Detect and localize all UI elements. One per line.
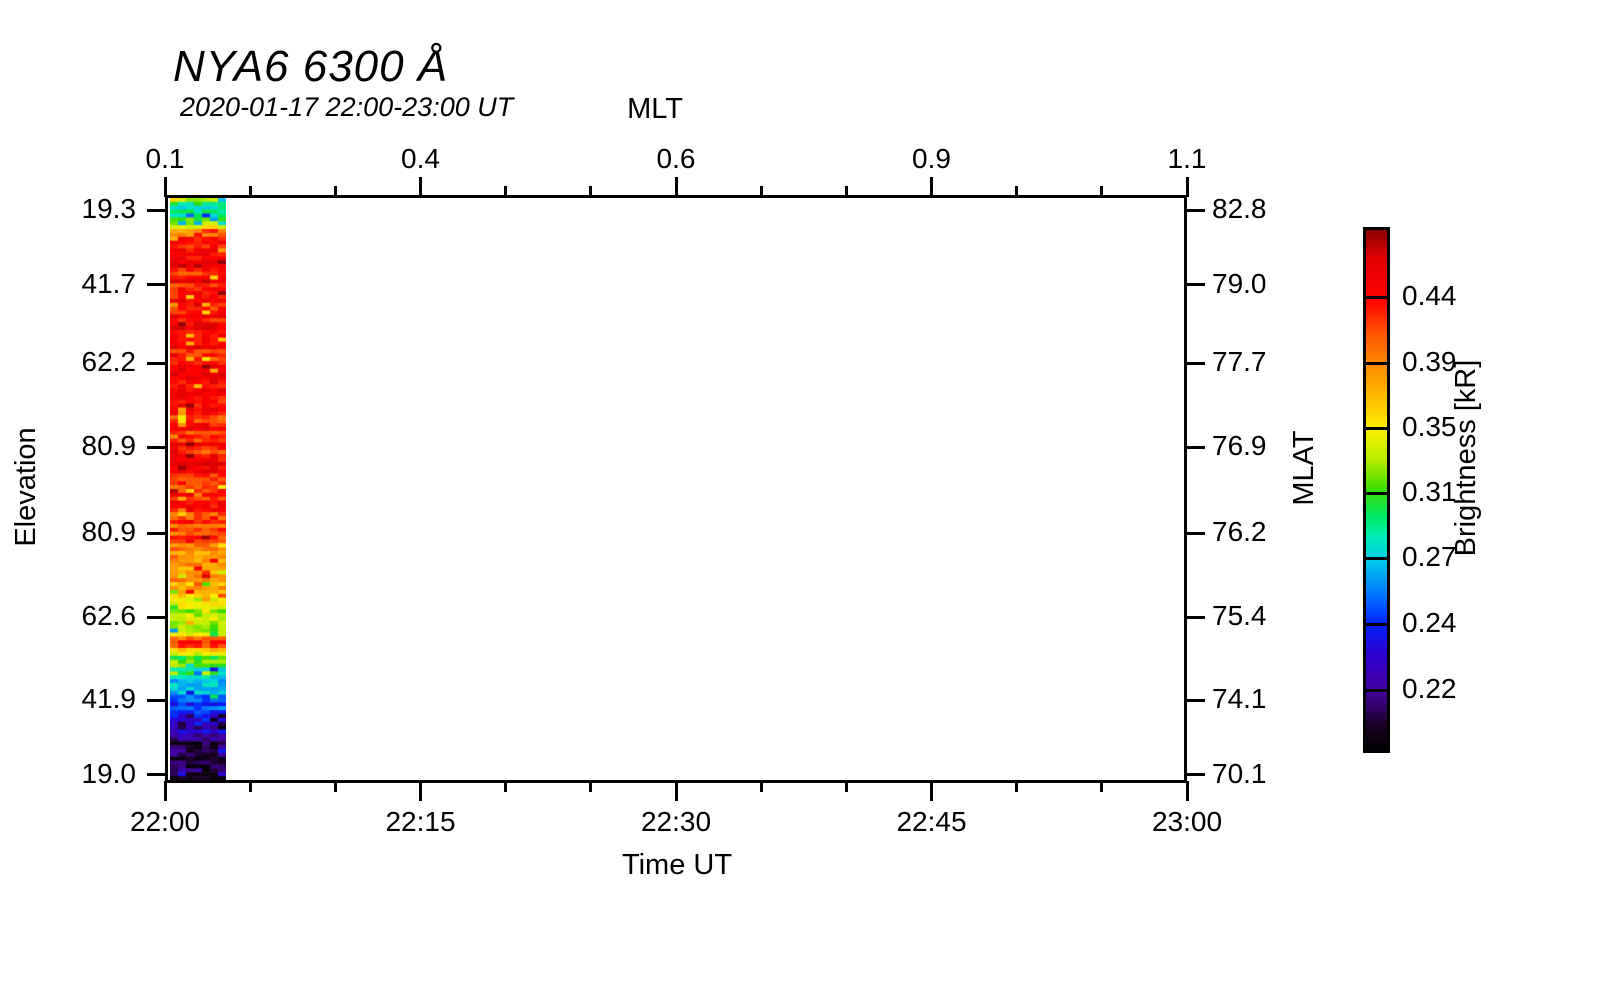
y-axis-tick-label-right: 76.9: [1212, 430, 1267, 462]
x-axis-tick-label-top: 0.1: [145, 143, 185, 174]
y-axis-tick-label-left: 41.9: [81, 683, 137, 715]
y-axis-tick-right: [1185, 208, 1205, 212]
x-axis-major-tick-bottom: [674, 781, 678, 801]
figure-subtitle: 2020-01-17 22:00-23:00 UT: [180, 92, 514, 122]
y-axis-tick-right: [1185, 445, 1205, 449]
x-axis-tick-label-bottom: 22:15: [385, 806, 456, 837]
y-axis-tick-left: [147, 698, 167, 702]
y-axis-tick-right: [1185, 283, 1205, 287]
x-axis-minor-tick-top: [248, 186, 252, 197]
x-axis-major-tick-bottom: [163, 781, 167, 801]
x-axis-major-tick-top: [930, 177, 933, 197]
x-axis-minor-tick-top: [1100, 186, 1104, 197]
x-axis-tick-label-top: 1.1: [1167, 143, 1207, 174]
x-axis-tick-label-top: 0.6: [656, 143, 696, 174]
x-axis-minor-tick-top: [589, 186, 593, 197]
y-axis-tick-label-left: 80.9: [81, 430, 137, 462]
y-axis-tick-label-left: 19.3: [81, 193, 137, 225]
x-axis-tick-label-bottom: 22:00: [129, 806, 201, 837]
x-axis-minor-tick-top: [504, 186, 508, 197]
y-axis-tick-label-left: 62.2: [81, 346, 137, 378]
colorbar-tick-label: 0.27: [1402, 541, 1457, 573]
x-axis-major-tick-top: [1185, 177, 1189, 197]
colorbar-tick-label: 0.44: [1402, 279, 1457, 311]
x-axis-tick-label-top: 0.9: [912, 143, 951, 174]
y-axis-tick-label-left: 19.0: [81, 757, 137, 789]
y-axis-tick-label-right: 79.0: [1212, 267, 1267, 299]
plot-frame: [165, 195, 1187, 783]
y-axis-tick-right: [1185, 698, 1205, 702]
x-axis-minor-tick-bottom: [1100, 781, 1104, 792]
colorbar-tick-label: 0.24: [1402, 607, 1457, 639]
bottom-axis-title: Time UT: [621, 849, 733, 881]
y-axis-tick-right: [1185, 531, 1205, 535]
x-axis-major-tick-top: [674, 177, 678, 197]
x-axis-tick-label-bottom: 22:30: [640, 806, 712, 837]
y-axis-tick-label-left: 62.6: [81, 600, 137, 632]
y-axis-tick-label-left: 80.9: [81, 516, 137, 548]
y-axis-tick-label-right: 75.4: [1212, 600, 1267, 632]
y-axis-tick-label-right: 70.1: [1212, 757, 1267, 789]
colorbar-tick: [1366, 295, 1387, 299]
colorbar-tick: [1366, 492, 1387, 496]
x-axis-minor-tick-top: [1015, 186, 1019, 197]
x-axis-major-tick-bottom: [419, 781, 422, 801]
colorbar-tick: [1366, 427, 1387, 431]
x-axis-major-tick-bottom: [1185, 781, 1189, 801]
y-axis-tick-label-right: 74.1: [1212, 683, 1267, 715]
x-axis-major-tick-top: [419, 177, 422, 197]
x-axis-major-tick-top: [163, 177, 167, 197]
x-axis-minor-tick-bottom: [333, 781, 337, 792]
x-axis-minor-tick-bottom: [759, 781, 763, 792]
colorbar: [1363, 227, 1390, 753]
y-axis-tick-left: [147, 531, 167, 535]
y-axis-tick-left: [147, 283, 167, 287]
y-axis-tick-left: [147, 361, 167, 365]
colorbar-title: Brightness [kR]: [1450, 359, 1482, 557]
colorbar-tick: [1366, 361, 1387, 365]
x-axis-major-tick-bottom: [930, 781, 933, 801]
x-axis-minor-tick-bottom: [248, 781, 252, 792]
y-axis-tick-right: [1185, 361, 1205, 365]
colorbar-tick: [1366, 688, 1387, 692]
colorbar-tick-label: 0.39: [1402, 345, 1457, 377]
y-axis-tick-right: [1185, 773, 1205, 777]
y-axis-tick-left: [147, 445, 167, 449]
x-axis-minor-tick-bottom: [844, 781, 848, 792]
x-axis-tick-label-bottom: 23:00: [1151, 806, 1223, 837]
y-axis-tick-left: [147, 773, 167, 777]
heatmap-band-canvas: [170, 198, 226, 780]
y-axis-tick-right: [1185, 615, 1205, 619]
x-axis-minor-tick-top: [759, 186, 763, 197]
colorbar-tick-label: 0.31: [1402, 476, 1457, 508]
top-axis-title: MLT: [627, 93, 683, 125]
y-axis-tick-label-right: 82.8: [1212, 193, 1267, 225]
x-axis-minor-tick-bottom: [504, 781, 508, 792]
colorbar-tick: [1366, 557, 1387, 561]
colorbar-gradient: [1366, 230, 1387, 750]
colorbar-tick: [1366, 623, 1387, 627]
y-axis-tick-label-left: 41.7: [81, 267, 137, 299]
x-axis-minor-tick-top: [333, 186, 337, 197]
x-axis-minor-tick-bottom: [589, 781, 593, 792]
y-axis-tick-left: [147, 615, 167, 619]
colorbar-tick-label: 0.22: [1402, 672, 1457, 704]
y-axis-tick-label-right: 77.7: [1212, 346, 1267, 378]
x-axis-minor-tick-bottom: [1015, 781, 1019, 792]
x-axis-tick-label-top: 0.4: [401, 143, 440, 174]
figure-title: NYA6 6300 Å: [173, 42, 449, 91]
y-axis-tick-left: [147, 208, 167, 212]
colorbar-tick-label: 0.35: [1402, 411, 1457, 443]
y-axis-tick-label-right: 76.2: [1212, 516, 1267, 548]
x-axis-tick-label-bottom: 22:45: [896, 806, 967, 837]
x-axis-minor-tick-top: [844, 186, 848, 197]
